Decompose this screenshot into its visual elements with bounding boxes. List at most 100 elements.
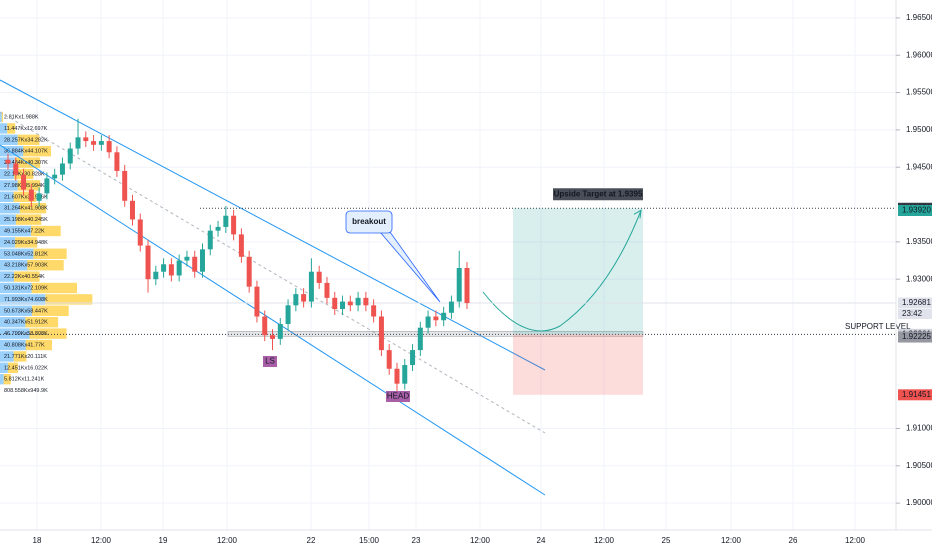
candle-body (355, 297, 361, 306)
x-tick-label: 24 (537, 536, 546, 545)
vp-buy (0, 111, 2, 123)
vp-buy (0, 214, 16, 225)
vp-buy (0, 282, 32, 294)
price-label-bg (898, 331, 932, 343)
vp-buy (0, 317, 26, 328)
candle-body (371, 305, 377, 317)
candle-body (246, 256, 252, 287)
vp-buy (0, 134, 18, 145)
vp-label: 28.257Kx34.282K (4, 137, 48, 143)
candle-body (332, 297, 338, 310)
candle-body (168, 264, 174, 276)
vp-label: 23.484Kx40.307K (4, 160, 48, 166)
support-band (227, 331, 644, 337)
candle-body (410, 350, 416, 366)
vp-label: 31.264Kx41.908K (4, 206, 48, 212)
vp-sell (29, 328, 67, 339)
zones (0, 207, 896, 395)
candle-body (153, 271, 159, 280)
vp-label: 43.218Kx57.903K (4, 263, 48, 269)
candles (5, 118, 470, 392)
candle-body (114, 152, 120, 171)
vp-sell (7, 362, 18, 373)
candle-body (91, 141, 97, 145)
candle-body (52, 174, 58, 179)
vp-label: 21.607Kx35.916K (4, 194, 48, 200)
candle-body (83, 137, 89, 142)
candle-body (456, 267, 462, 302)
y-tick-label: 1.93500 (906, 237, 932, 246)
y-tick-label: 1.94500 (906, 162, 932, 171)
vp-label: 50.131Kx72.109K (4, 285, 48, 291)
vp-label: 24.029Kx34.948K (4, 240, 48, 246)
candle-body (122, 170, 128, 201)
vp-sell (31, 282, 78, 294)
vp-sell (27, 260, 64, 271)
vp-sell (1, 111, 4, 123)
support-label: SUPPORT LEVEL (845, 322, 911, 331)
x-tick-label: 12:00 (470, 536, 491, 545)
vp-sell (13, 271, 40, 282)
vp-label: 49.155Kx47.22K (4, 228, 45, 234)
vp-label: 11.447Kx12.697K (4, 126, 48, 132)
breakout-label: breakout (352, 217, 386, 226)
candle-body (301, 294, 307, 302)
price-label-bg (898, 205, 932, 217)
breakout-box (345, 210, 393, 234)
candle-body (324, 282, 330, 298)
vp-buy (0, 168, 14, 180)
candle-body (28, 189, 34, 201)
breakout-pointer (379, 231, 441, 303)
candle-body (75, 137, 81, 149)
x-tick-label: 12:00 (845, 536, 866, 545)
profit-zone (513, 208, 643, 335)
vp-buy (0, 351, 14, 362)
candle-body (394, 368, 400, 384)
candle-body (5, 159, 11, 164)
candle-body (184, 256, 190, 261)
vp-label: 40.347Kx51.912K (4, 320, 48, 326)
y-tick-label: 1.95000 (906, 125, 932, 134)
candle-body (293, 294, 299, 306)
y-tick-label: 1.90500 (906, 461, 932, 470)
vp-buy (0, 260, 28, 271)
candle-body (277, 323, 283, 339)
vp-label: 21.771Kx20.111K (4, 354, 47, 360)
candle-body (316, 271, 322, 283)
price-label-bg (898, 389, 932, 401)
vp-buy (0, 271, 14, 282)
vp-buy (0, 146, 24, 157)
annotations: Upside Target at 1.9395 breakout LS HEAD SUP… (263, 188, 911, 402)
candle-body (270, 335, 276, 339)
vp-sell (13, 351, 27, 362)
vp-sell (25, 339, 53, 351)
axes: 1.96500 1.96000 1.95500 1.95000 1.94500 1.935… (33, 13, 932, 545)
loss-zone (513, 334, 643, 395)
vp-label: 53.048Kx52.812K (4, 251, 48, 257)
vp-label: 22.14Kx30.828K (4, 171, 45, 177)
candle-body (433, 316, 439, 321)
x-tick-label: 25 (662, 536, 671, 545)
target-label: Upside Target at 1.9395 (554, 189, 643, 198)
candle-body (308, 271, 314, 302)
x-tick-label: 19 (159, 536, 168, 545)
vp-buy (0, 225, 31, 237)
vp-sell (7, 123, 16, 134)
countdown-bg (898, 308, 932, 319)
candle-body (192, 256, 198, 272)
price-label: 1.91451 (902, 390, 931, 399)
price-label: 1.92225 (902, 332, 931, 341)
x-tick-label: 23 (412, 536, 421, 545)
candle-body (44, 178, 50, 194)
price-label-bg (898, 297, 932, 309)
y-tick-label: 1.90000 (906, 498, 932, 507)
vp-buy (0, 305, 32, 316)
projection-curve (482, 210, 642, 332)
candle-body (402, 365, 408, 384)
candle-body (238, 234, 244, 257)
vp-sell (30, 225, 61, 237)
y-tick-label: 1.93000 (906, 274, 932, 283)
y-tick-label: 1.91000 (906, 424, 932, 433)
vp-label: 12.451Kx16.022K (4, 365, 48, 371)
price-label: 1.93920 (902, 206, 931, 215)
